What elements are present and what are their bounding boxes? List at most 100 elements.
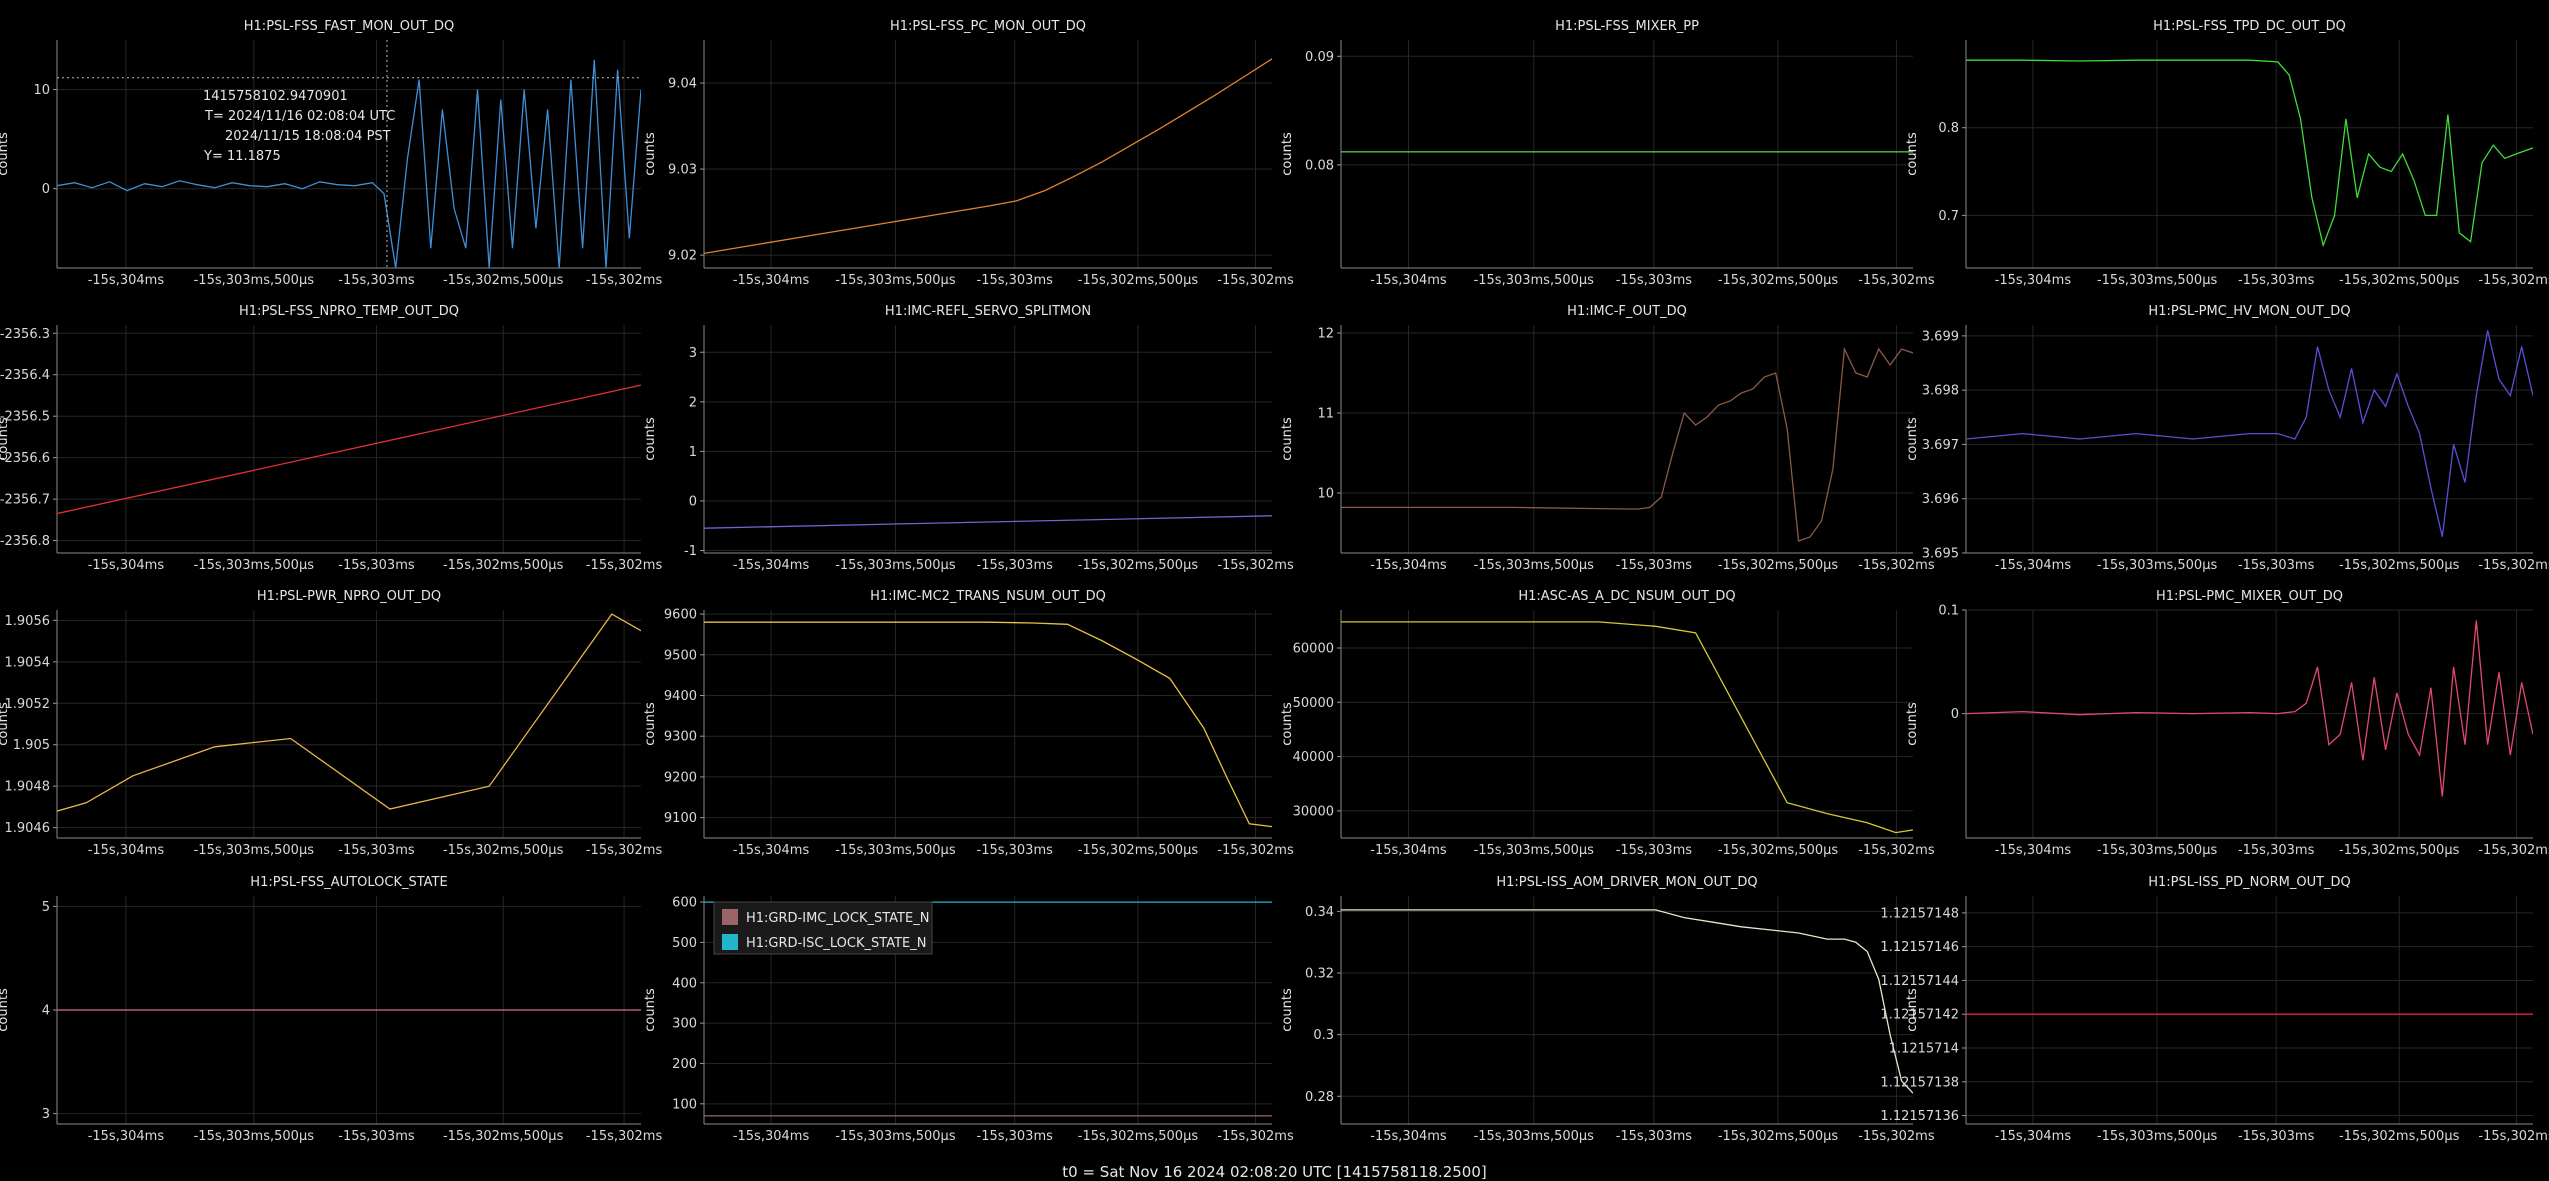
x-tick-label: -15s,302ms xyxy=(1217,843,1294,858)
panel-title: H1:PSL-FSS_FAST_MON_OUT_DQ xyxy=(244,19,454,34)
panel-2: H1:PSL-FSS_PC_MON_OUT_DQ -15s,304ms -15s,3… xyxy=(643,19,1294,288)
x-tick-label: -15s,303ms,500μs xyxy=(2097,1129,2218,1144)
y-axis-label: counts xyxy=(0,988,11,1032)
x-tick-label: -15s,303ms xyxy=(1616,558,1693,573)
x-tick-label: -15s,303ms,500μs xyxy=(194,1129,315,1144)
panel-3: H1:PSL-FSS_MIXER_PP -15s,304ms -15s,303ms,… xyxy=(1280,19,1935,288)
panel-10: H1:IMC-MC2_TRANS_NSUM_OUT_DQ -15s,304ms -1… xyxy=(643,589,1294,858)
x-tick-label: -15s,302ms,500μs xyxy=(2339,843,2460,858)
y-axis-label: counts xyxy=(1280,702,1295,746)
x-tick-label: -15s,303ms,500μs xyxy=(2097,843,2218,858)
panel-title: H1:IMC-F_OUT_DQ xyxy=(1567,304,1687,319)
x-tick-label: -15s,302ms xyxy=(1217,558,1294,573)
x-tick-label: -15s,302ms xyxy=(1217,1129,1294,1144)
panel-title: H1:IMC-MC2_TRANS_NSUM_OUT_DQ xyxy=(870,589,1106,604)
y-tick-label: 1.9056 xyxy=(5,614,51,629)
y-tick-label: 100 xyxy=(672,1097,697,1112)
y-tick-label: 300 xyxy=(672,1017,697,1032)
x-tick-label: -15s,302ms xyxy=(586,1129,663,1144)
y-axis-label: counts xyxy=(1905,132,1920,176)
panel-9: H1:PSL-PWR_NPRO_OUT_DQ -15s,304ms -15s,303… xyxy=(0,589,662,858)
y-axis-label: counts xyxy=(1905,417,1920,461)
x-tick-label: -15s,303ms,500μs xyxy=(1474,273,1595,288)
series-line xyxy=(1966,59,2533,248)
x-tick-label: -15s,304ms xyxy=(88,273,165,288)
y-axis-label: counts xyxy=(1280,988,1295,1032)
y-tick-label: 0.32 xyxy=(1305,967,1334,982)
x-tick-label: -15s,303ms xyxy=(2238,558,2315,573)
panel-15: H1:PSL-ISS_AOM_DRIVER_MON_OUT_DQ -15s,304… xyxy=(1280,875,1935,1144)
footer-t0: t0 = Sat Nov 16 2024 02:08:20 UTC [14157… xyxy=(1062,1163,1487,1181)
y-axis-label: counts xyxy=(643,702,658,746)
plot-area xyxy=(1966,330,2533,537)
x-tick-label: -15s,303ms,500μs xyxy=(1474,1129,1595,1144)
panel-title: H1:PSL-FSS_PC_MON_OUT_DQ xyxy=(890,19,1086,34)
y-tick-label: -2356.7 xyxy=(0,493,50,508)
panel-title: H1:PSL-FSS_MIXER_PP xyxy=(1555,19,1699,34)
x-tick-label: -15s,303ms,500μs xyxy=(835,843,956,858)
panel-title: H1:PSL-PMC_HV_MON_OUT_DQ xyxy=(2148,304,2350,319)
y-tick-label: 1.9046 xyxy=(5,821,51,836)
x-tick-label: -15s,303ms xyxy=(977,843,1054,858)
x-tick-label: -15s,302ms,500μs xyxy=(1718,843,1839,858)
y-tick-label: 1.9052 xyxy=(5,697,51,712)
tooltip-line: Y= 11.1875 xyxy=(203,149,281,164)
y-axis-label: counts xyxy=(1905,988,1920,1032)
series-line xyxy=(1966,330,2533,537)
x-tick-label: -15s,303ms,500μs xyxy=(1474,843,1595,858)
y-tick-label: -2356.6 xyxy=(0,451,50,466)
y-axis-label: counts xyxy=(643,988,658,1032)
x-tick-label: -15s,302ms,500μs xyxy=(2339,273,2460,288)
panel-title: H1:PSL-FSS_AUTOLOCK_STATE xyxy=(250,875,447,890)
x-tick-label: -15s,303ms,500μs xyxy=(194,273,315,288)
x-tick-label: -15s,303ms xyxy=(977,273,1054,288)
x-tick-label: -15s,304ms xyxy=(1370,558,1447,573)
y-tick-label: 1.1215714 xyxy=(1889,1042,1959,1057)
y-tick-label: -2356.3 xyxy=(0,327,50,342)
y-tick-label: 600 xyxy=(672,896,697,911)
x-tick-label: -15s,302ms xyxy=(586,843,663,858)
x-tick-label: -15s,303ms,500μs xyxy=(835,1129,956,1144)
y-tick-label: -1 xyxy=(684,544,697,559)
x-tick-label: -15s,302ms xyxy=(586,273,663,288)
y-tick-label: 1.12157136 xyxy=(1880,1109,1959,1124)
y-tick-label: 10 xyxy=(1317,487,1334,502)
y-tick-label: 0 xyxy=(1951,707,1959,722)
x-tick-label: -15s,303ms xyxy=(2238,273,2315,288)
x-tick-label: -15s,304ms xyxy=(733,558,810,573)
x-tick-label: -15s,303ms xyxy=(2238,843,2315,858)
x-tick-label: -15s,302ms,500μs xyxy=(1078,843,1199,858)
x-tick-label: -15s,302ms,500μs xyxy=(1078,558,1199,573)
y-tick-label: 1.12157138 xyxy=(1880,1075,1959,1090)
y-tick-label: 400 xyxy=(672,976,697,991)
x-tick-label: -15s,303ms xyxy=(338,843,415,858)
y-tick-label: 0.7 xyxy=(1938,209,1959,224)
x-tick-label: -15s,302ms xyxy=(1858,273,1935,288)
y-tick-label: 1.12157146 xyxy=(1880,940,1959,955)
x-tick-label: -15s,303ms,500μs xyxy=(1474,558,1595,573)
plot-area xyxy=(57,384,641,515)
x-tick-label: -15s,304ms xyxy=(88,558,165,573)
panel-title: H1:ASC-AS_A_DC_NSUM_OUT_DQ xyxy=(1518,589,1735,604)
x-tick-label: -15s,302ms,500μs xyxy=(443,843,564,858)
x-tick-label: -15s,303ms xyxy=(1616,273,1693,288)
tooltip-line: T= 2024/11/16 02:08:04 UTC xyxy=(204,109,395,124)
x-tick-label: -15s,302ms xyxy=(2478,558,2549,573)
y-tick-label: 0.09 xyxy=(1305,50,1334,65)
y-axis-label: counts xyxy=(0,702,11,746)
y-tick-label: 0.34 xyxy=(1305,905,1334,920)
x-tick-label: -15s,303ms xyxy=(977,558,1054,573)
x-tick-label: -15s,302ms,500μs xyxy=(1078,1129,1199,1144)
y-tick-label: 3.697 xyxy=(1922,438,1959,453)
y-tick-label: 9200 xyxy=(664,770,697,785)
legend-entry: H1:GRD-IMC_LOCK_STATE_N xyxy=(746,911,929,926)
y-tick-label: 9.02 xyxy=(668,249,697,264)
x-tick-label: -15s,302ms,500μs xyxy=(443,1129,564,1144)
series-line xyxy=(704,58,1272,255)
x-tick-label: -15s,302ms,500μs xyxy=(443,273,564,288)
y-tick-label: 0 xyxy=(42,182,50,197)
panel-title: H1:PSL-PWR_NPRO_OUT_DQ xyxy=(257,589,441,604)
x-tick-label: -15s,304ms xyxy=(733,1129,810,1144)
x-tick-label: -15s,304ms xyxy=(1995,1129,2072,1144)
panel-11: H1:ASC-AS_A_DC_NSUM_OUT_DQ -15s,304ms -15s… xyxy=(1280,589,1935,858)
